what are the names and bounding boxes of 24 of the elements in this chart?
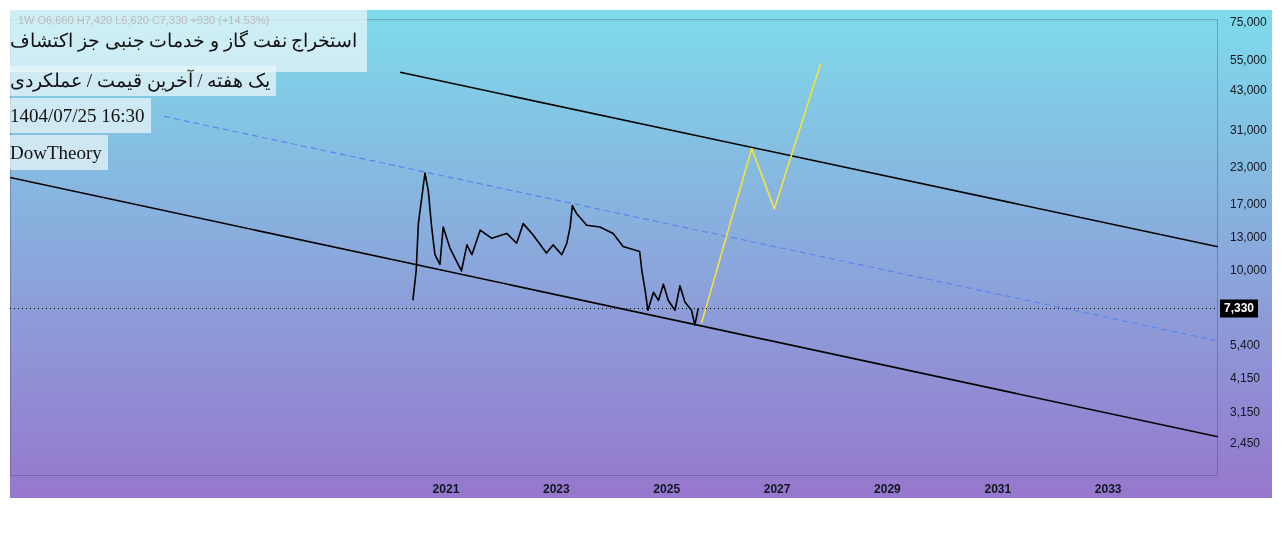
x-tick-label: 2027 [763,481,791,496]
text: یک هفته / آخرین قیمت / عملکردی [10,66,277,96]
y-tick-label: 31,000 [1230,123,1268,138]
y-tick-label: 10,000 [1230,262,1268,277]
y-tick-label: 23,000 [1230,160,1268,175]
x-tick-label: 2033 [1094,481,1122,496]
text: استخراج نفت گاز و خدمات جنبی جز اکتشاف [10,30,358,51]
x-tick-label: 2029 [874,481,902,496]
y-tick-label: 4,150 [1230,370,1261,385]
x-tick-label: 2021 [432,481,460,496]
ref-line-label: 7,330 [1224,300,1255,315]
y-tick-label: 55,000 [1230,52,1268,67]
y-tick-label: 13,000 [1230,230,1268,245]
y-tick-label: 43,000 [1230,83,1268,98]
x-tick-label: 2031 [984,481,1012,496]
x-tick-label: 2023 [542,481,570,496]
annotation: 1404/07/25 16:30 [10,98,151,133]
y-tick-label: 2,450 [1230,435,1261,450]
y-tick-label: 75,000 [1230,14,1268,29]
annotation: DowTheory [10,135,108,170]
y-tick-label: 17,000 [1230,197,1268,212]
y-tick-label: 3,150 [1230,404,1261,419]
x-tick-label: 2025 [653,481,681,496]
y-tick-label: 5,400 [1230,338,1261,353]
